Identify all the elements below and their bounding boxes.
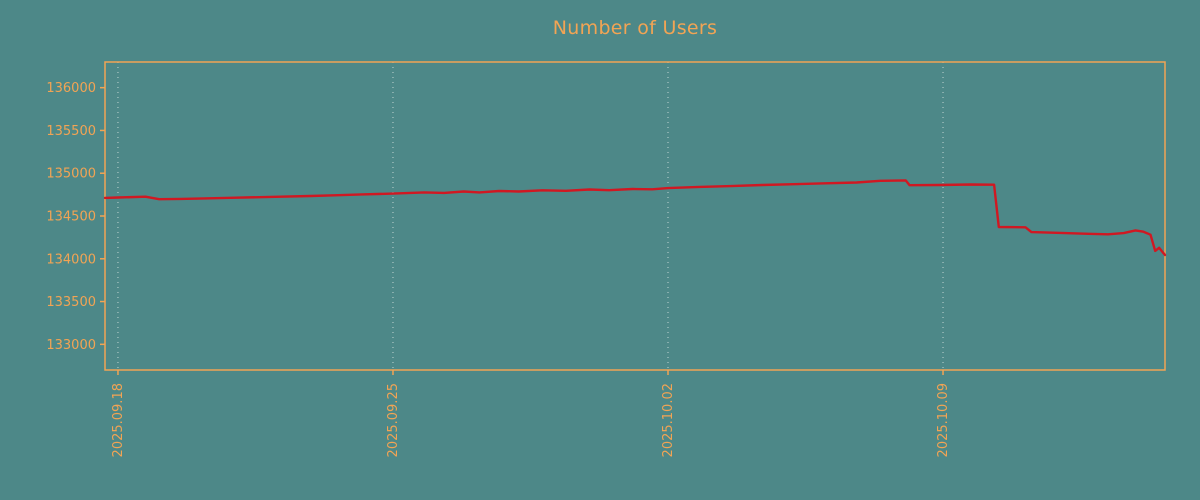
x-axis-tick-label: 2025.10.09 (936, 383, 951, 457)
y-axis-tick-label: 134500 (46, 210, 96, 225)
y-axis-tick-label: 134000 (46, 252, 96, 267)
x-axis-tick-label: 2025.10.02 (661, 383, 676, 457)
y-axis-tick-label: 133500 (46, 295, 96, 310)
x-axis-tick-label: 2025.09.25 (386, 383, 401, 457)
y-axis-tick-label: 133000 (46, 338, 96, 353)
y-axis-tick-label: 135500 (46, 124, 96, 139)
x-axis-tick-label: 2025.09.18 (111, 383, 126, 457)
chart-title: Number of Users (552, 17, 718, 39)
plot-frame (104, 61, 1166, 371)
y-axis-tick-label: 135000 (46, 167, 96, 182)
series-line (103, 179, 1167, 257)
y-axis-tick-label: 136000 (46, 81, 96, 96)
